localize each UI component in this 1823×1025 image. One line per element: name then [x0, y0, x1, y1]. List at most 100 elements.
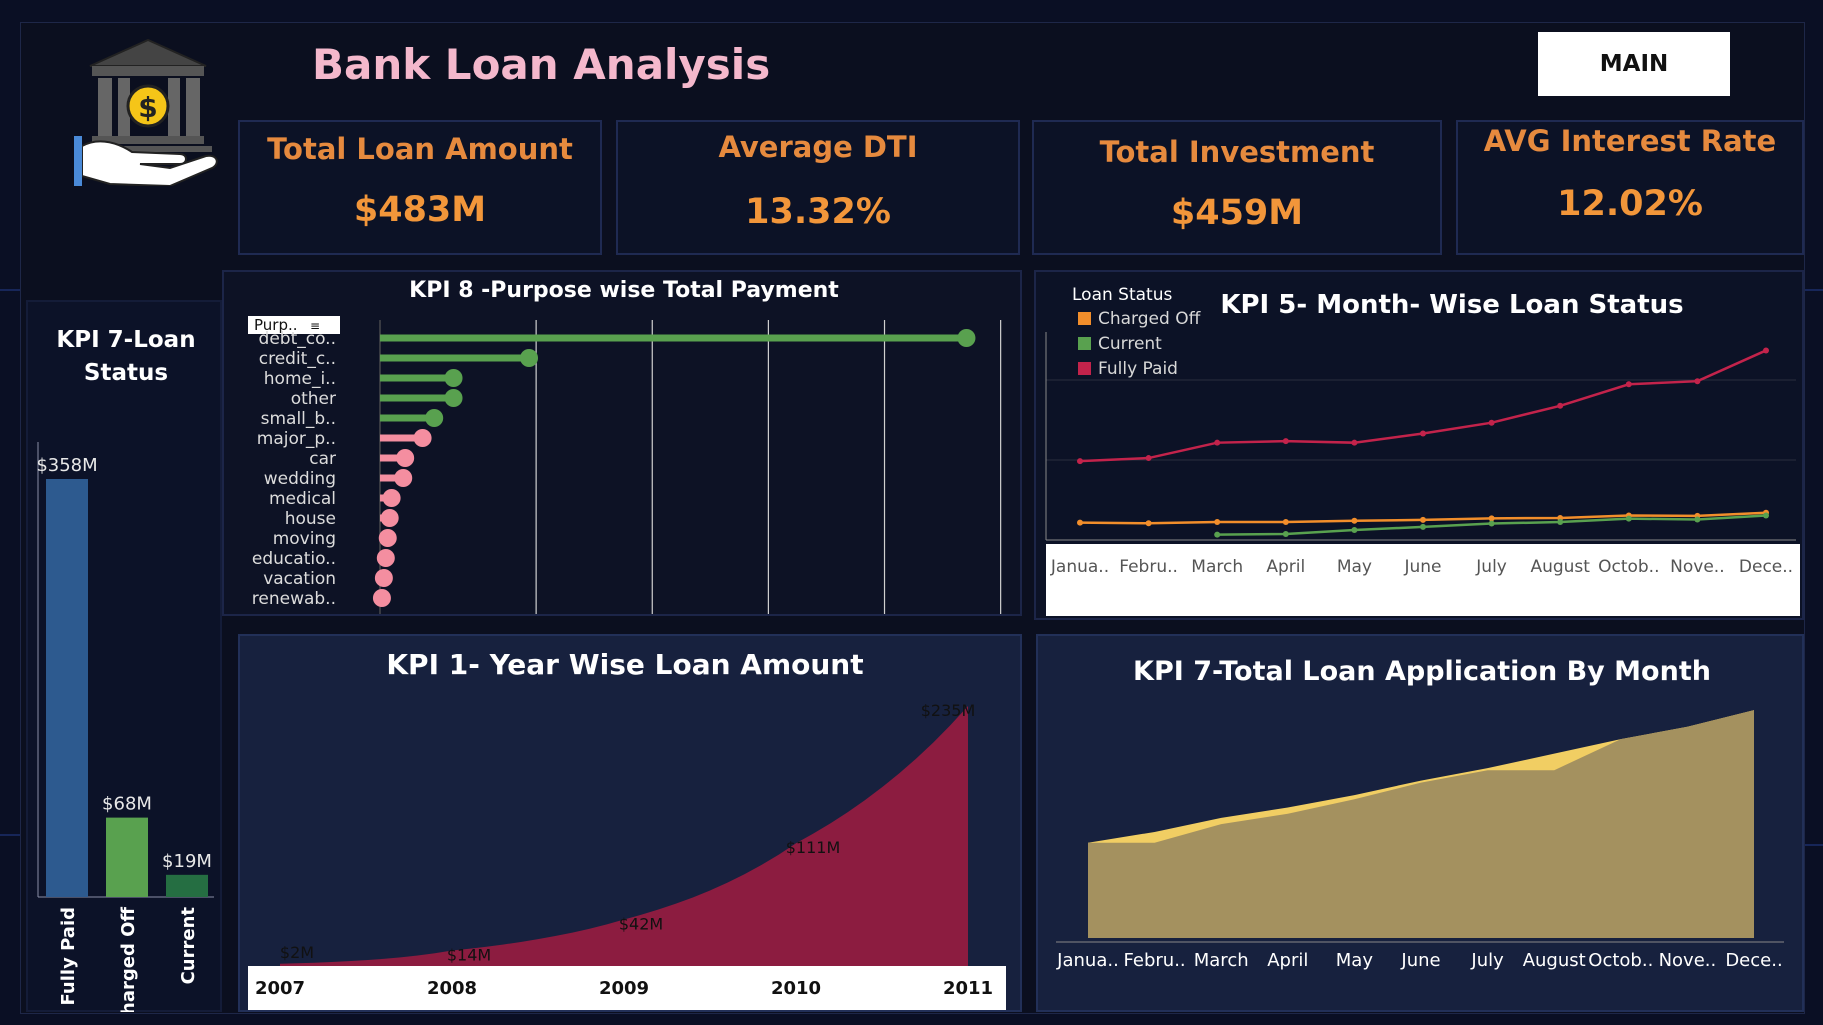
month-series-point	[1351, 527, 1358, 534]
svg-text:$: $	[138, 91, 157, 124]
app-tick-label: Dece..	[1725, 950, 1782, 971]
status-bar	[46, 479, 88, 897]
purpose-category-label: car	[309, 449, 336, 469]
loan-status-title-line1: KPI 7-Loan	[56, 327, 196, 353]
loan-status-title: KPI 7-Loan Status	[28, 324, 224, 390]
status-bar	[106, 817, 148, 897]
loan-status-chart: $358M Fully Paid $68M Charged Off $19M Curren…	[36, 442, 214, 1012]
loan-status-title-line2: Status	[83, 360, 169, 386]
purpose-category-label: renewab..	[252, 589, 336, 609]
month-series-point	[1420, 516, 1426, 523]
purpose-dot	[380, 509, 399, 527]
month-tick-label: Nove..	[1670, 557, 1724, 577]
year-tick-label: 2008	[427, 978, 477, 999]
month-legend-title: Loan Status	[1072, 285, 1172, 305]
loan-status-panel: KPI 7-Loan Status $358M Fully Paid $68M Cha…	[26, 300, 222, 1012]
month-series-point	[1488, 520, 1495, 527]
month-status-chart: Loan Status Charged Off Current Fully Paid J…	[1045, 285, 1800, 616]
kpi-label: AVG Interest Rate	[1483, 124, 1777, 158]
app-tick-label: May	[1336, 950, 1374, 971]
year-data-label: $14M	[447, 946, 491, 965]
month-status-chart-title: KPI 5- Month- Wise Loan Status	[1220, 290, 1684, 320]
year-tick-label: 2010	[771, 978, 821, 999]
month-series-point	[1694, 378, 1701, 385]
applications-panel: KPI 7-Total Loan Application By Month Ja…	[1036, 634, 1804, 1012]
year-data-label: $2M	[280, 943, 314, 962]
app-tick-label: March	[1194, 950, 1249, 971]
month-series-point	[1763, 512, 1769, 519]
status-category-label: Charged Off	[118, 907, 139, 1012]
kpi-value: $483M	[353, 190, 487, 230]
month-series-point	[1077, 519, 1083, 526]
purpose-category-label: house	[285, 509, 336, 529]
purpose-dot	[396, 449, 415, 467]
month-series-point	[1351, 517, 1358, 524]
month-status-panel: KPI 5- Month- Wise Loan Status Loan Stat…	[1034, 270, 1804, 620]
status-category-label: Fully Paid	[58, 907, 79, 1005]
year-amount-chart-title: KPI 1- Year Wise Loan Amount	[386, 648, 864, 681]
purpose-category-label: small_b..	[261, 409, 336, 429]
purpose-category-label: educatio..	[252, 549, 336, 569]
year-amount-panel: KPI 1- Year Wise Loan Amount 2007 $2M 2008…	[238, 634, 1022, 1012]
month-series-point	[1214, 439, 1221, 446]
month-series-point	[1214, 519, 1221, 526]
kpi-label: Total Loan Amount	[267, 132, 573, 166]
app-area	[1088, 710, 1754, 938]
main-button[interactable]: MAIN	[1538, 32, 1730, 96]
bank-logo-icon: $	[74, 38, 218, 186]
purpose-dot	[394, 469, 413, 487]
month-series-point	[1282, 519, 1289, 526]
purpose-dot	[382, 489, 401, 507]
app-tick-label: June	[1400, 950, 1440, 971]
year-tick-label: 2007	[255, 978, 305, 999]
purpose-filter-box	[248, 316, 340, 334]
purpose-category-label: moving	[273, 529, 336, 549]
year-data-label: $235M	[921, 701, 976, 720]
purpose-category-label: credit_c..	[259, 349, 336, 369]
applications-chart-title: KPI 7-Total Loan Application By Month	[1133, 656, 1711, 687]
month-series-point	[1282, 438, 1289, 445]
month-series-point	[1763, 347, 1769, 354]
status-bar-label: $358M	[36, 455, 97, 476]
month-legend-label: Charged Off	[1098, 309, 1202, 329]
purpose-dot	[957, 329, 976, 347]
month-tick-label: Dece..	[1739, 557, 1793, 577]
kpi-value: 12.02%	[1557, 184, 1703, 224]
month-legend-swatch	[1078, 312, 1091, 325]
purpose-dot	[444, 369, 463, 387]
kpi-value: 13.32%	[745, 192, 891, 232]
purpose-category-label: vacation	[263, 569, 336, 589]
purpose-dot	[372, 589, 391, 607]
month-series-point	[1557, 402, 1564, 409]
month-series-point	[1420, 523, 1426, 530]
month-series-point	[1145, 455, 1152, 462]
status-bar	[166, 874, 208, 897]
month-series-point	[1420, 430, 1426, 437]
purpose-category-label: wedding	[264, 469, 336, 489]
month-legend-swatch	[1078, 362, 1091, 375]
month-series-point	[1145, 520, 1152, 527]
month-series-point	[1351, 439, 1358, 446]
purpose-dot	[425, 409, 444, 427]
purpose-category-label: home_i..	[264, 369, 336, 389]
app-tick-label: August	[1523, 950, 1586, 971]
kpi-label: Total Investment	[1099, 135, 1375, 169]
purpose-category-label: medical	[269, 489, 336, 509]
purpose-category-label: other	[291, 389, 336, 409]
app-tick-label: Octob..	[1588, 950, 1653, 971]
app-tick-label: Febru..	[1124, 950, 1186, 971]
app-tick-label: Janua..	[1056, 950, 1119, 971]
purpose-chart-title: KPI 8 -Purpose wise Total Payment	[409, 278, 839, 303]
month-tick-label: Octob..	[1598, 557, 1659, 577]
kpi-avg-interest-rate: AVG Interest Rate 12.02%	[1456, 120, 1804, 255]
purpose-dot	[520, 349, 539, 367]
year-data-label: $111M	[786, 838, 841, 857]
month-series-point	[1694, 516, 1701, 523]
month-legend-label: Fully Paid	[1098, 359, 1178, 379]
kpi-total-investment: Total Investment $459M	[1032, 120, 1442, 255]
month-series-point	[1214, 531, 1221, 538]
kpi-total-loan-amount: Total Loan Amount $483M	[238, 120, 602, 255]
purpose-dot	[413, 429, 432, 447]
month-series-point	[1488, 419, 1495, 426]
month-tick-label: June	[1403, 557, 1441, 577]
